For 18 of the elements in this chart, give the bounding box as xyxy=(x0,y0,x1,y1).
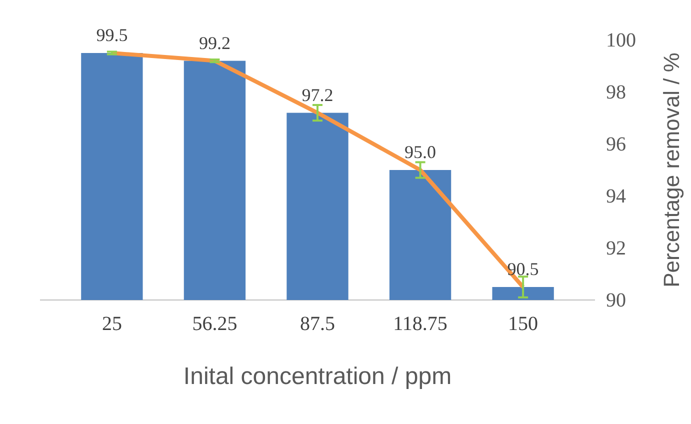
y2-tick-label: 100 xyxy=(606,29,636,52)
y2-tick-label: 94 xyxy=(606,185,626,208)
y2-tick-label: 98 xyxy=(606,81,626,104)
x-tick-label: 150 xyxy=(508,313,538,336)
y2-tick-label: 90 xyxy=(606,289,626,312)
data-label: 97.2 xyxy=(302,84,334,105)
y2-tick-label: 92 xyxy=(606,237,626,260)
data-label: 95.0 xyxy=(404,142,436,162)
x-tick-label: 118.75 xyxy=(393,313,448,336)
data-label: 99.5 xyxy=(96,25,128,45)
x-tick-label: 25 xyxy=(102,313,122,336)
x-tick-label: 87.5 xyxy=(300,313,335,336)
y2-tick-label: 96 xyxy=(606,133,626,156)
x-tick-label: 56.25 xyxy=(192,313,238,336)
data-label: 90.5 xyxy=(507,259,539,279)
data-label: 99.2 xyxy=(198,32,230,53)
x-axis-title: Inital concentration / ppm xyxy=(183,363,452,390)
y2-axis-title: Percentage removal / % xyxy=(659,52,684,288)
